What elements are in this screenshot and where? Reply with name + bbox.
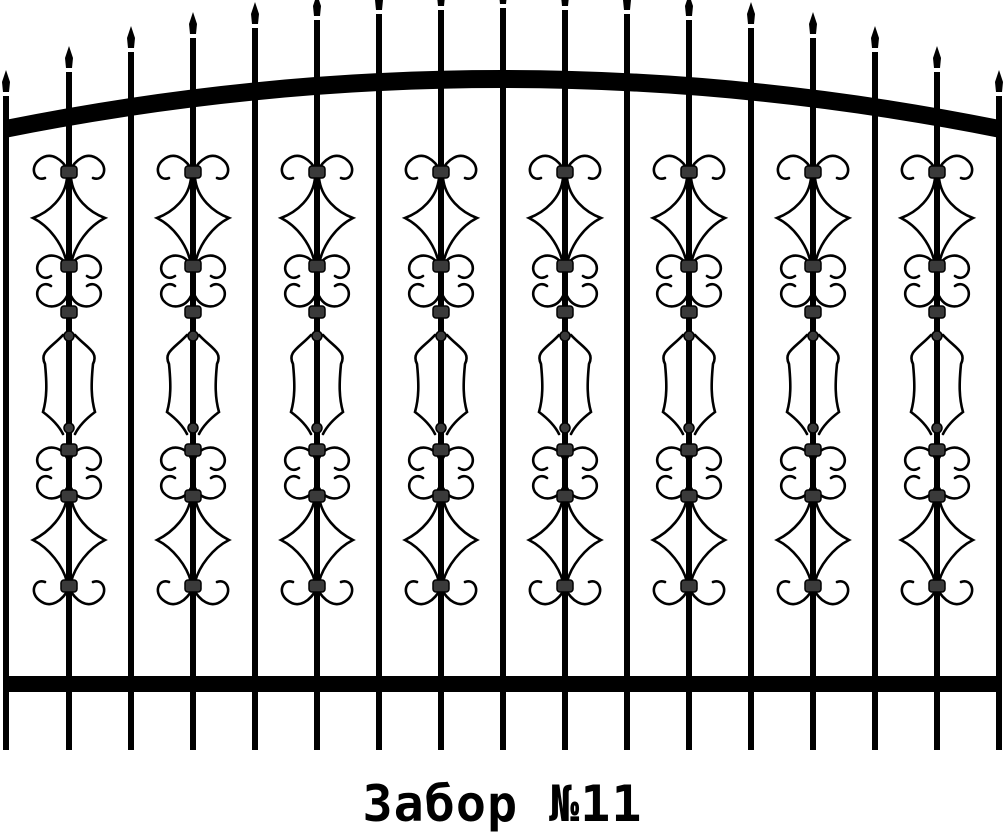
fence-svg: [2, 0, 1003, 750]
pickets: [3, 8, 1002, 750]
fence-caption: Забор №11: [362, 775, 643, 833]
